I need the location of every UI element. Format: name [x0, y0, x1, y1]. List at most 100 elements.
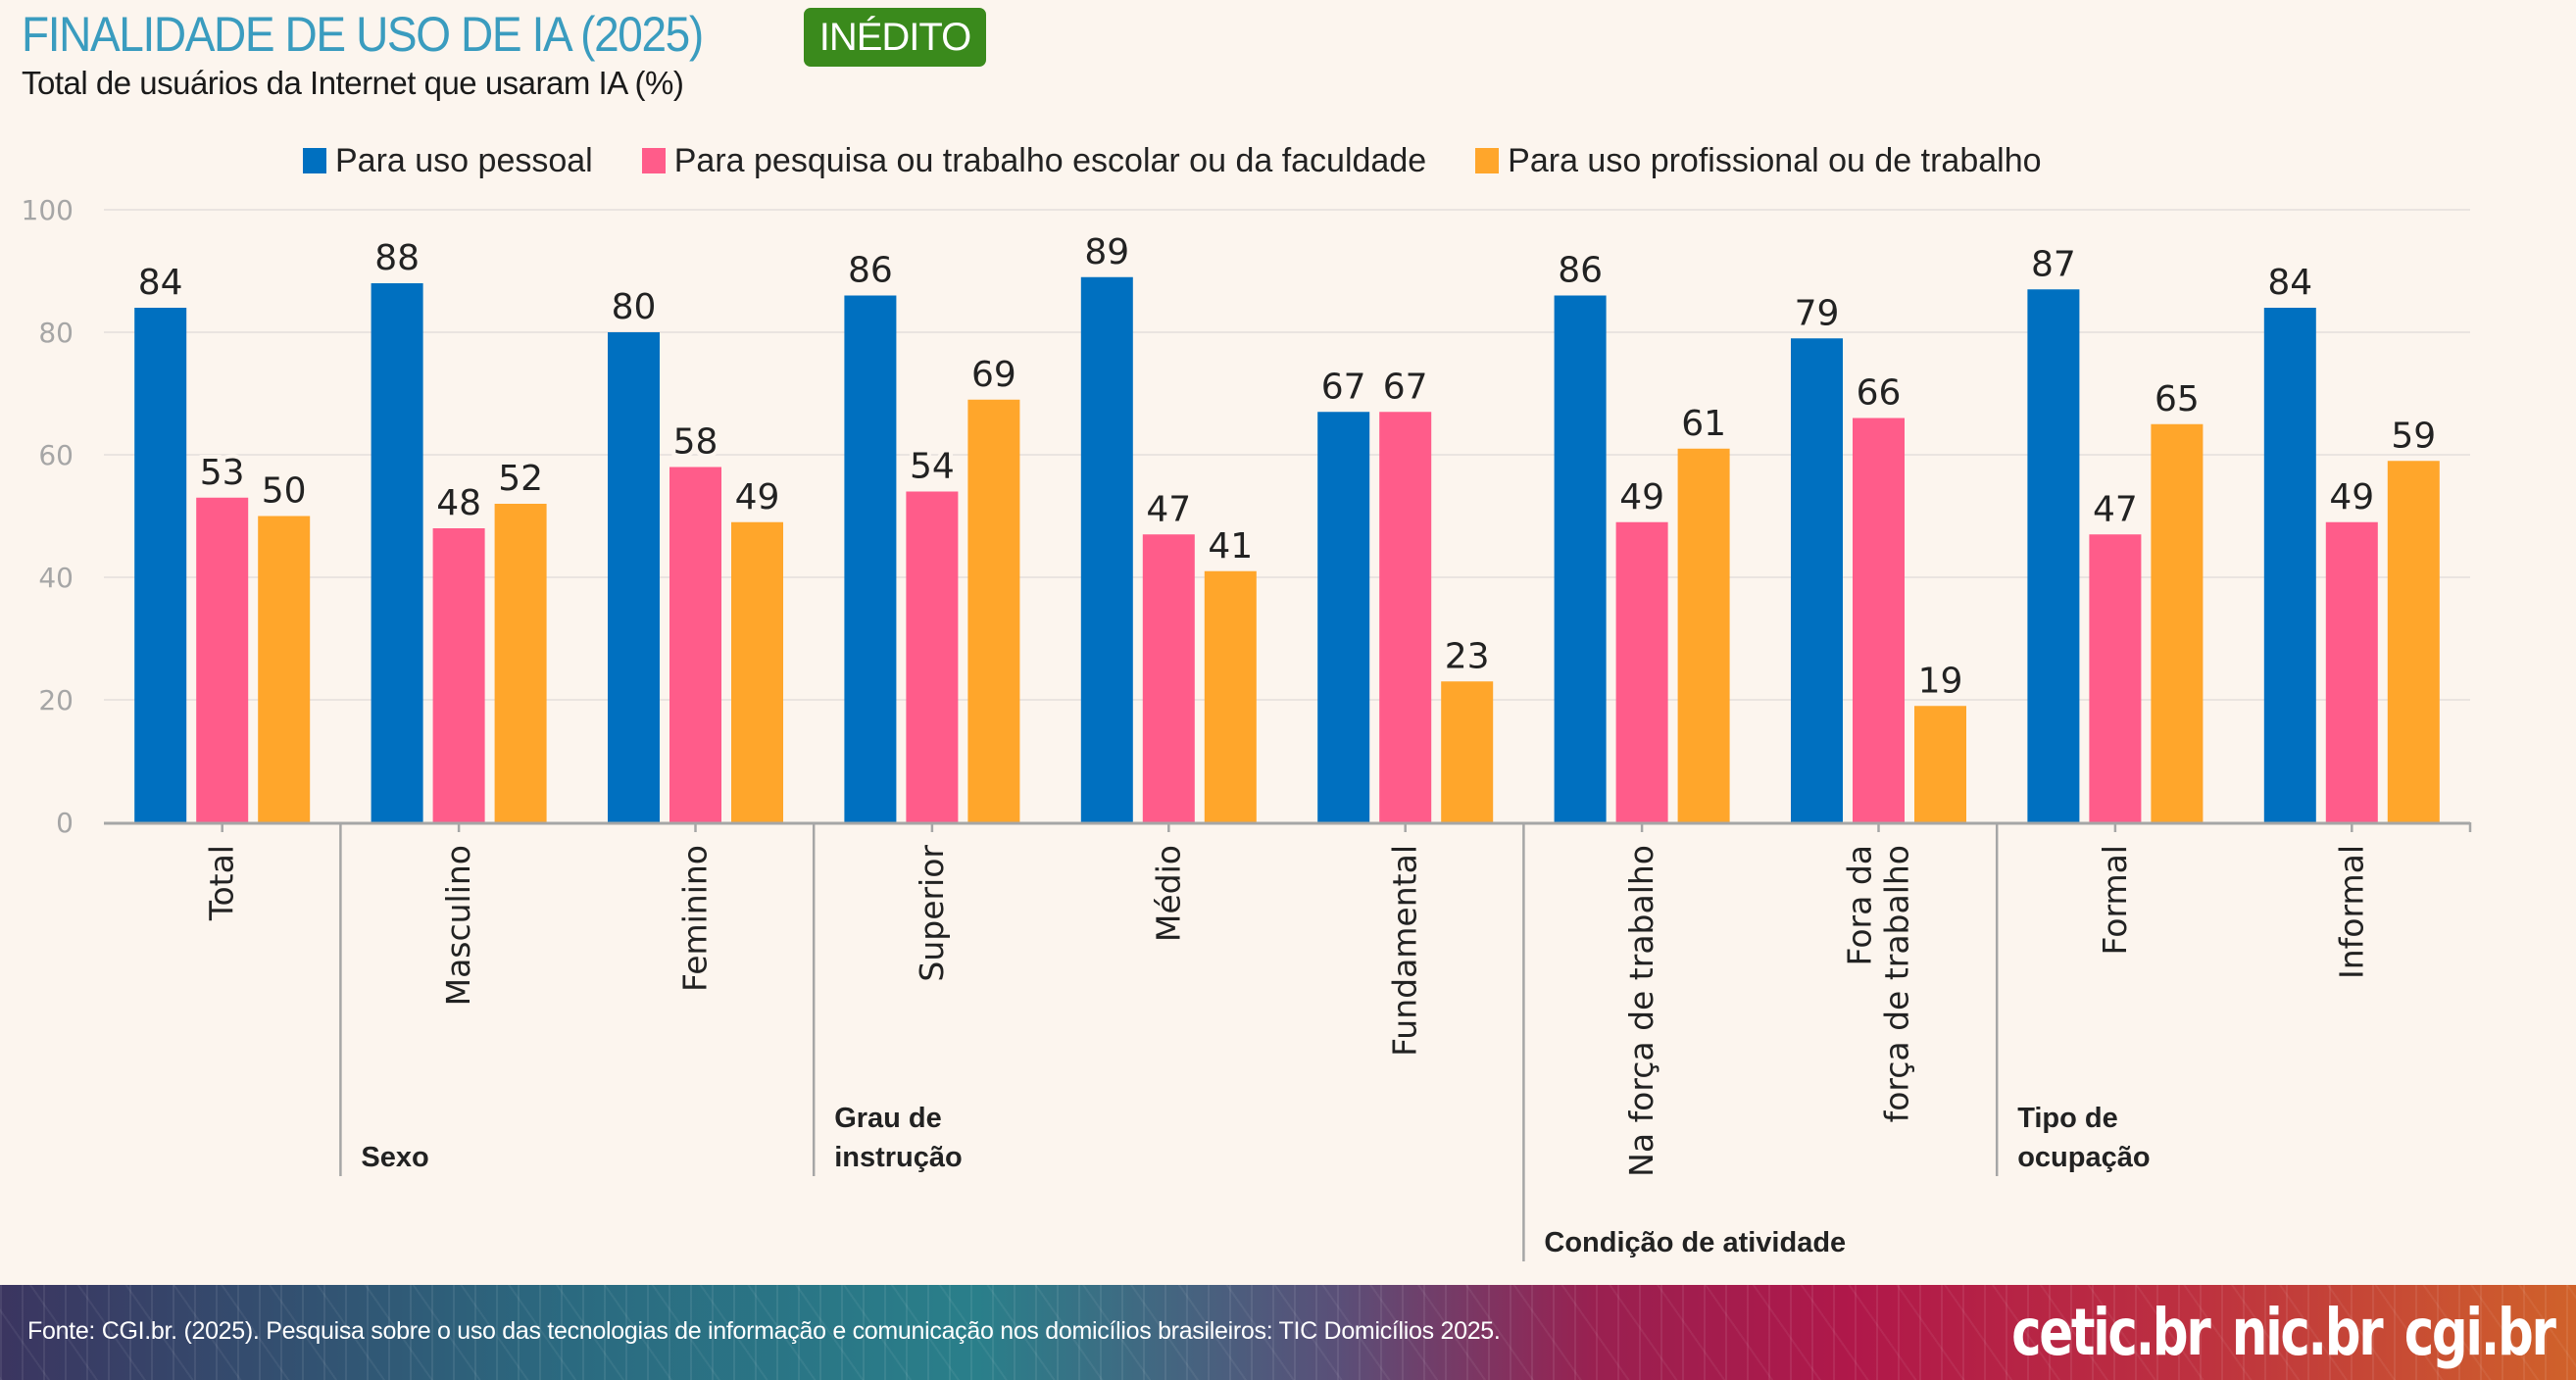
data-label: 47	[2093, 489, 2138, 529]
data-label: 49	[2329, 477, 2374, 518]
data-label: 80	[612, 287, 657, 327]
footer-band: Fonte: CGI.br. (2025). Pesquisa sobre o …	[0, 1285, 2576, 1380]
legend-label: Para uso pessoal	[335, 141, 593, 179]
group-label: Condição de atividade	[1544, 1227, 1846, 1258]
bar	[371, 283, 423, 822]
legend-swatch-professional	[1475, 148, 1500, 173]
bar	[2089, 534, 2142, 822]
data-label: 66	[1857, 373, 1902, 414]
category-label: Fundamental	[1386, 845, 1424, 1057]
group-label: Tipo de	[2017, 1103, 2118, 1134]
new-badge: INÉDITO	[804, 8, 986, 67]
nic-logo[interactable]: nic.br	[2232, 1295, 2384, 1370]
bar	[134, 308, 187, 822]
bar	[1615, 521, 1668, 822]
bar	[1677, 448, 1730, 822]
data-label: 61	[1681, 404, 1726, 444]
y-tick-label: 0	[56, 807, 74, 839]
bar	[1317, 412, 1370, 822]
data-label: 48	[436, 483, 481, 523]
data-label: 67	[1383, 367, 1428, 407]
group-label: Sexo	[361, 1142, 428, 1173]
y-tick-label: 80	[38, 317, 74, 349]
bar	[1142, 534, 1195, 822]
bar	[906, 491, 959, 822]
data-label: 23	[1445, 636, 1490, 676]
legend-swatch-personal	[303, 148, 326, 173]
data-label: 59	[2391, 416, 2436, 456]
category-label: Total	[203, 845, 241, 921]
bar	[1441, 681, 1494, 822]
y-axis-ticks: 0 20 40 60 80 100	[22, 194, 74, 839]
cgi-logo[interactable]: cgi.br	[2404, 1295, 2556, 1370]
bar	[1853, 418, 1905, 822]
category-label: Superior	[913, 845, 951, 982]
data-label: 89	[1084, 232, 1129, 272]
bar	[1204, 570, 1257, 822]
data-label: 86	[848, 251, 893, 291]
bar	[731, 521, 783, 822]
category-label: Médio	[1149, 845, 1187, 942]
legend-item-school: Para pesquisa ou trabalho escolar ou da …	[641, 141, 1427, 180]
y-tick-label: 60	[38, 439, 74, 471]
bar	[1080, 276, 1133, 822]
bar	[258, 516, 311, 822]
bar	[2263, 308, 2316, 822]
legend-item-professional: Para uso profissional ou de trabalho	[1475, 141, 2042, 180]
bar	[1379, 412, 1432, 822]
data-label: 84	[2267, 263, 2312, 303]
bar	[2387, 461, 2440, 822]
chart-title: FINALIDADE DE USO DE IA (2025)	[22, 7, 704, 62]
data-label: 50	[262, 471, 307, 512]
category-labels: Total Masculino Feminino Superior Médio Funda…	[203, 845, 2371, 1177]
legend-item-personal: Para uso pessoal	[303, 142, 593, 180]
bar	[196, 497, 249, 822]
data-label: 53	[200, 453, 245, 493]
source-note: Fonte: CGI.br. (2025). Pesquisa sobre o …	[27, 1317, 1501, 1345]
data-label: 65	[2155, 379, 2200, 419]
chart-subtitle: Total de usuários da Internet que usaram…	[22, 65, 684, 101]
data-label: 41	[1208, 526, 1253, 567]
logos: cetic.br nic.br cgi.br	[2011, 1295, 2557, 1370]
data-label: 87	[2031, 244, 2076, 284]
category-label: Fora da	[1841, 845, 1879, 965]
legend-swatch-school	[641, 148, 666, 173]
bar	[844, 295, 897, 822]
data-label: 58	[673, 422, 718, 463]
y-tick-label: 20	[38, 684, 74, 716]
category-label: Masculino	[439, 845, 477, 1006]
bar-chart: 0 20 40 60 80 100 84 88 80 86 89 67 86 79 87 84 53 48 58 5…	[22, 194, 2472, 1261]
bar	[1914, 706, 1966, 822]
data-labels: 84 88 80 86 89 67 86 79 87 84 53 48 58 54 47 67 49 66 47 49…	[134, 228, 2440, 706]
bar	[2325, 521, 2378, 822]
bar	[494, 504, 547, 822]
x-axis	[104, 821, 2472, 1261]
bar	[1554, 295, 1607, 822]
bar	[669, 467, 721, 822]
category-label: Formal	[2096, 845, 2134, 956]
data-label: 49	[1619, 477, 1664, 518]
group-label: ocupação	[2017, 1142, 2150, 1173]
data-label: 84	[138, 263, 183, 303]
category-label: Na força de trabalho	[1622, 845, 1660, 1177]
legend: Para uso pessoal Para pesquisa ou trabal…	[303, 139, 2091, 182]
cetic-logo[interactable]: cetic.br	[2011, 1295, 2212, 1370]
bars	[134, 276, 2440, 822]
bar	[967, 399, 1020, 822]
footer-pattern	[0, 1285, 2576, 1380]
legend-label: Para uso profissional ou de trabalho	[1508, 141, 2042, 179]
data-label: 86	[1558, 251, 1603, 291]
bar	[1791, 338, 1843, 822]
data-label: 47	[1146, 489, 1191, 529]
group-label: instrução	[834, 1142, 963, 1173]
data-label: 67	[1321, 367, 1366, 407]
legend-label: Para pesquisa ou trabalho escolar ou da …	[673, 141, 1427, 179]
category-label: Feminino	[676, 845, 715, 992]
data-label: 19	[1918, 661, 1963, 701]
data-label: 54	[910, 447, 955, 487]
bar	[608, 332, 660, 822]
data-label: 69	[971, 355, 1016, 395]
category-label: Informal	[2332, 845, 2370, 979]
bar	[2027, 289, 2080, 822]
y-tick-label: 40	[38, 562, 74, 594]
